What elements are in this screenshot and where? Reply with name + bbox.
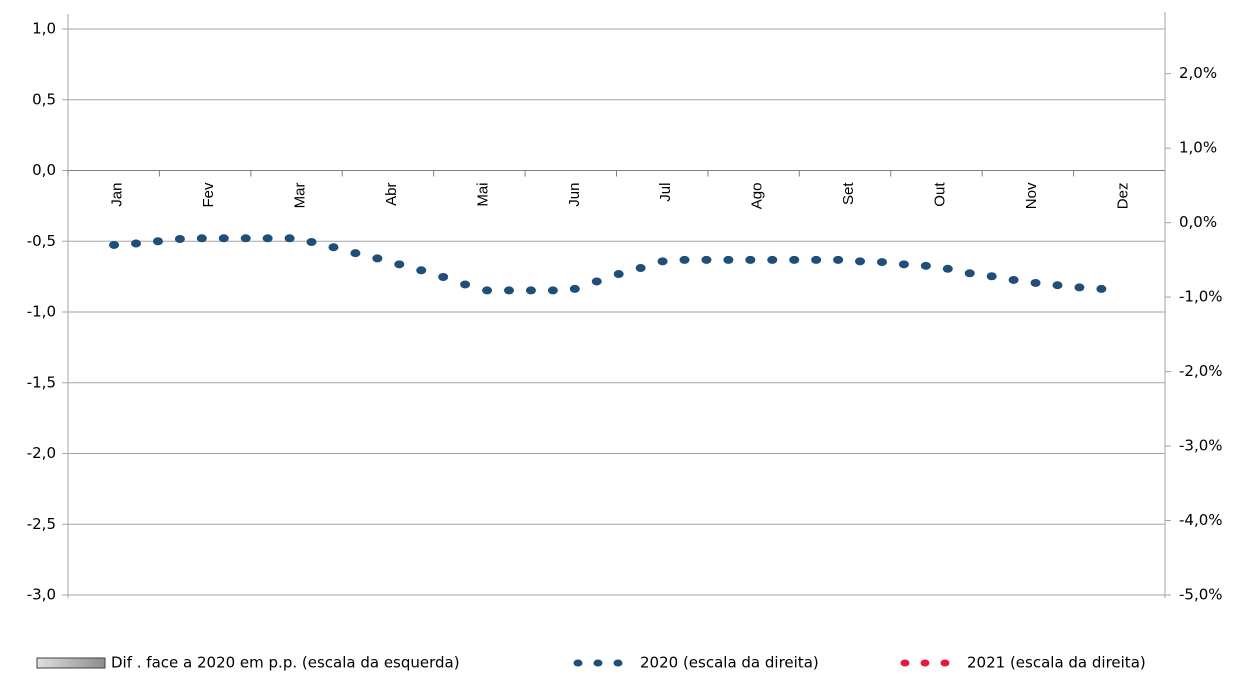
point bbox=[306, 237, 317, 246]
y-tick-label: -2,5 bbox=[27, 515, 56, 533]
point bbox=[109, 240, 120, 249]
x-tick-label: Jun bbox=[566, 183, 583, 207]
legend-label: 2020 (escala da direita) bbox=[640, 654, 819, 672]
point bbox=[547, 286, 558, 295]
x-tick-label: Ago bbox=[749, 183, 766, 210]
point bbox=[898, 260, 909, 269]
y-tick-label: 0,0 bbox=[32, 161, 56, 179]
point bbox=[855, 257, 866, 266]
point bbox=[503, 286, 514, 295]
point bbox=[876, 258, 887, 267]
y-tick-label: 1,0 bbox=[32, 20, 56, 38]
legend-swatch bbox=[36, 657, 106, 669]
point bbox=[613, 270, 624, 279]
x-tick-label: Dez bbox=[1114, 183, 1131, 210]
y2-tick-label: 0,0% bbox=[1179, 213, 1217, 231]
point bbox=[152, 237, 163, 246]
point bbox=[218, 234, 229, 243]
point bbox=[131, 239, 142, 248]
point bbox=[811, 255, 822, 264]
y2-tick-label: -3,0% bbox=[1179, 437, 1223, 455]
y-tick-label: -1,5 bbox=[27, 373, 56, 391]
point bbox=[635, 264, 646, 273]
point bbox=[569, 284, 580, 293]
y-tick-label: -2,0 bbox=[27, 444, 56, 462]
point bbox=[964, 269, 975, 278]
point bbox=[482, 286, 493, 295]
y2-tick-label: -2,0% bbox=[1179, 362, 1223, 380]
point bbox=[438, 272, 449, 281]
point bbox=[591, 277, 602, 286]
x-tick-label: Mai bbox=[474, 183, 491, 207]
y-tick-label: -1,0 bbox=[27, 303, 56, 321]
point bbox=[767, 255, 778, 264]
y2-tick-label: -4,0% bbox=[1179, 511, 1223, 529]
point bbox=[920, 261, 931, 270]
legend-swatch bbox=[593, 659, 603, 667]
point bbox=[1074, 283, 1085, 292]
x-tick-label: Set bbox=[840, 182, 857, 205]
point bbox=[1008, 275, 1019, 284]
point bbox=[240, 234, 251, 243]
y-tick-label: -0,5 bbox=[27, 232, 56, 250]
point bbox=[1096, 284, 1107, 293]
x-tick-label: Abr bbox=[383, 182, 400, 205]
point bbox=[284, 234, 295, 243]
x-tick-label: Out bbox=[931, 182, 948, 207]
legend-swatch bbox=[940, 659, 950, 667]
y-tick-label: 0,5 bbox=[32, 90, 56, 108]
point bbox=[745, 255, 756, 264]
point bbox=[394, 260, 405, 269]
point bbox=[723, 255, 734, 264]
point bbox=[262, 234, 273, 243]
point bbox=[328, 243, 339, 252]
y2-tick-label: -1,0% bbox=[1179, 288, 1223, 306]
point bbox=[833, 255, 844, 264]
y2-tick-label: 2,0% bbox=[1179, 64, 1217, 82]
x-tick-label: Mar bbox=[292, 183, 309, 209]
point bbox=[657, 257, 668, 266]
y2-tick-label: -5,0% bbox=[1179, 586, 1223, 604]
point bbox=[372, 254, 383, 263]
point bbox=[942, 264, 953, 273]
legend-swatch bbox=[920, 659, 930, 667]
y2-tick-label: 1,0% bbox=[1179, 139, 1217, 157]
point bbox=[525, 286, 536, 295]
legend-swatch bbox=[900, 659, 910, 667]
point bbox=[986, 272, 997, 281]
point bbox=[350, 249, 361, 258]
x-tick-label: Fev bbox=[200, 182, 217, 208]
x-tick-label: Nov bbox=[1023, 182, 1040, 209]
x-tick-label: Jul bbox=[657, 183, 674, 202]
point bbox=[701, 255, 712, 264]
point bbox=[196, 234, 207, 243]
legend-swatch bbox=[573, 659, 583, 667]
point bbox=[460, 280, 471, 289]
point bbox=[679, 255, 690, 264]
point bbox=[174, 235, 185, 244]
legend-label: 2021 (escala da direita) bbox=[967, 654, 1146, 672]
y-tick-label: -3,0 bbox=[27, 586, 56, 604]
point bbox=[789, 255, 800, 264]
point bbox=[1030, 278, 1041, 287]
x-tick-label: Jan bbox=[109, 183, 126, 207]
legend-swatch bbox=[613, 659, 623, 667]
legend-label: Dif . face a 2020 em p.p. (escala da esq… bbox=[111, 654, 460, 672]
point bbox=[1052, 281, 1063, 290]
point bbox=[416, 266, 427, 275]
